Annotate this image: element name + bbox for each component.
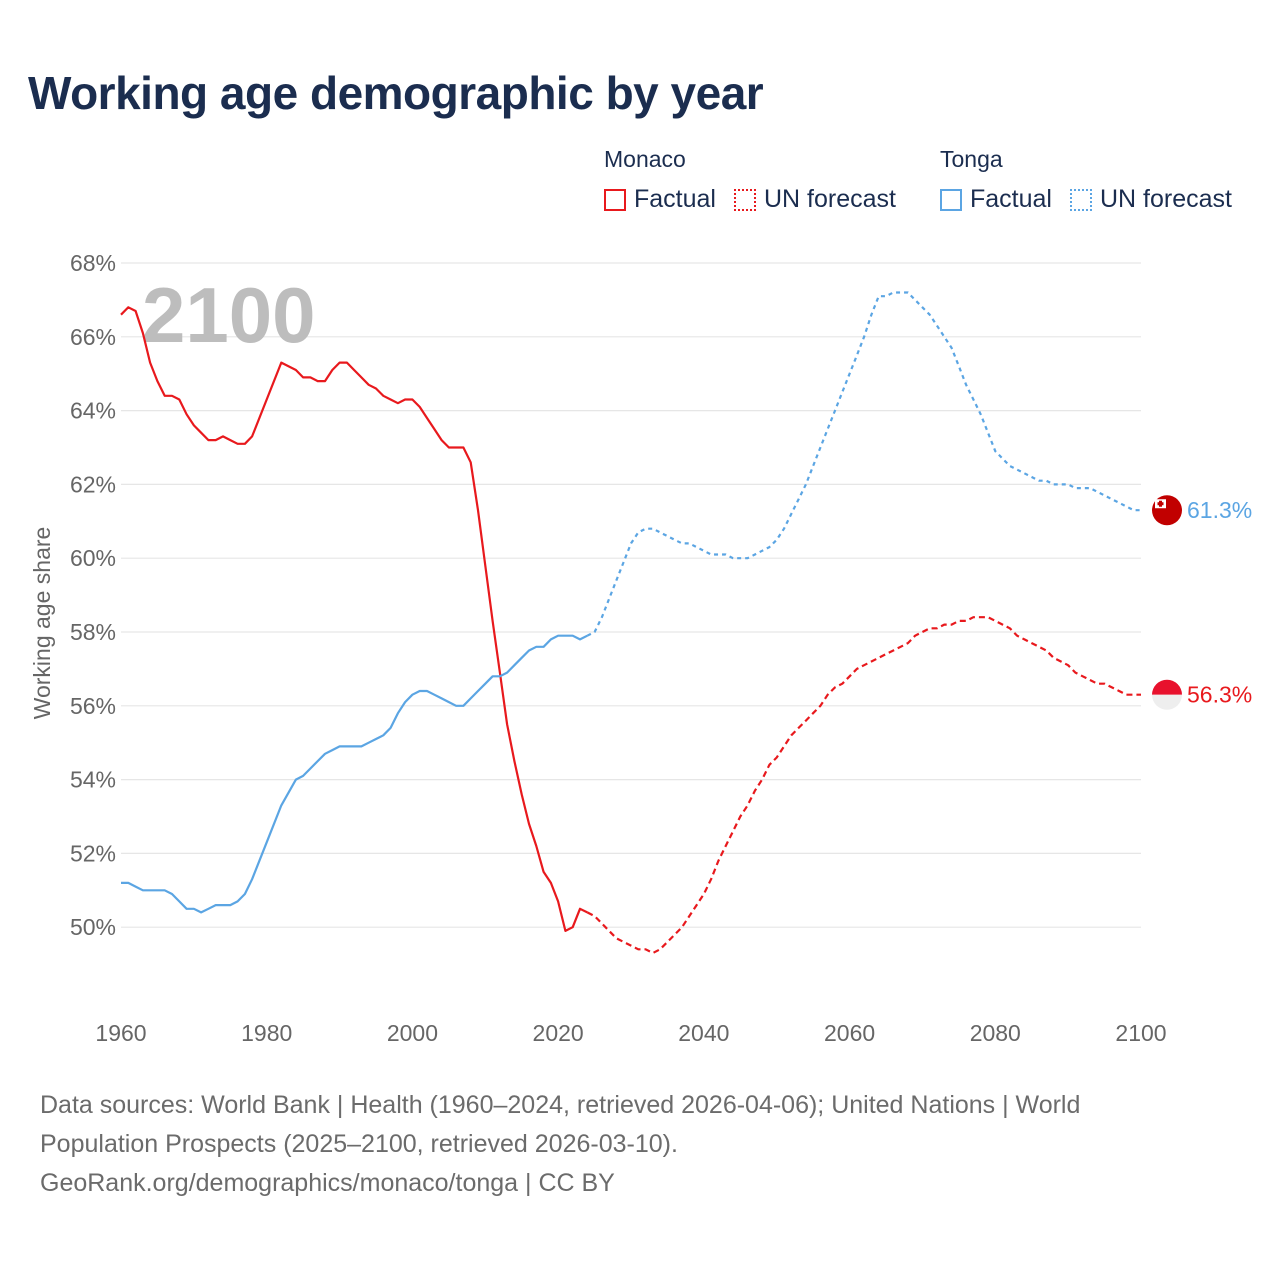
- end-label-tonga: 61.3%: [1187, 497, 1252, 523]
- legend-label-monaco-forecast: UN forecast: [763, 185, 896, 213]
- footer-sources-line1: Data sources: World Bank | Health (1960–…: [40, 1091, 1081, 1119]
- series-lines: [120, 291, 1141, 955]
- flag-tonga-icon: [1152, 495, 1182, 526]
- series-line-monaco-factual: [120, 306, 588, 933]
- x-tick-label: 1980: [241, 1020, 292, 1046]
- y-tick-label: 56%: [70, 693, 116, 719]
- gridlines: [121, 262, 1141, 928]
- series-line-tonga-factual: [121, 634, 588, 914]
- y-tick-label: 68%: [70, 250, 116, 276]
- y-axis-ticks: 50% 52% 54% 56% 58% 60% 62% 64% 66% 68%: [70, 250, 116, 940]
- x-axis-ticks: 1960 1980 2000 2020 2040 2060 2080 2100: [95, 1020, 1166, 1046]
- legend-swatch-monaco-forecast: [733, 188, 756, 211]
- x-tick-label: 2080: [970, 1020, 1021, 1046]
- legend-label-monaco-factual: Factual: [634, 185, 716, 213]
- x-tick-label: 1960: [95, 1020, 146, 1046]
- x-tick-label: 2000: [387, 1020, 438, 1046]
- flag-monaco-icon: [1152, 679, 1182, 710]
- footer: Data sources: World Bank | Health (1960–…: [40, 1086, 1240, 1203]
- year-watermark: 2100: [142, 271, 316, 359]
- footer-credit[interactable]: GeoRank.org/demographics/monaco/tonga | …: [40, 1169, 615, 1197]
- legend-label-tonga-factual: Factual: [970, 185, 1052, 213]
- legend-swatch-tonga-forecast: [1069, 188, 1092, 211]
- y-tick-label: 50%: [70, 914, 116, 940]
- y-tick-label: 58%: [70, 619, 116, 645]
- legend-country-monaco: Monaco: [604, 146, 686, 172]
- series-line-tonga-forecast: [586, 291, 1141, 637]
- x-tick-label: 2040: [678, 1020, 729, 1046]
- legend-group-monaco: Monaco Factual UN forecast: [604, 146, 896, 214]
- legend-swatch-monaco-factual: [604, 188, 626, 211]
- y-tick-label: 54%: [70, 767, 116, 793]
- end-label-monaco: 56.3%: [1187, 682, 1252, 708]
- line-chart: 50% 52% 54% 56% 58% 60% 62% 64% 66% 68% 1960 1980 2…: [29, 250, 1252, 1046]
- y-tick-label: 64%: [70, 398, 116, 424]
- legend-item-tonga-factual[interactable]: Factual: [940, 185, 1052, 214]
- legend-item-monaco-forecast[interactable]: UN forecast: [733, 185, 896, 214]
- end-markers: 56.3% 61.3%: [1152, 495, 1252, 710]
- x-tick-label: 2020: [533, 1020, 584, 1046]
- footer-sources-line2: Population Prospects (2025–2100, retriev…: [40, 1130, 678, 1158]
- chart-title: Working age demographic by year: [28, 67, 764, 119]
- x-tick-label: 2060: [824, 1020, 875, 1046]
- legend-group-tonga: Tonga Factual UN forecast: [940, 146, 1232, 214]
- y-tick-label: 62%: [70, 471, 116, 497]
- series-line-monaco-forecast: [586, 616, 1141, 955]
- legend-country-tonga: Tonga: [940, 146, 1003, 172]
- y-tick-label: 60%: [70, 545, 116, 571]
- legend-item-tonga-forecast[interactable]: UN forecast: [1069, 185, 1232, 214]
- y-axis-label: Working age share: [29, 527, 55, 720]
- y-tick-label: 52%: [70, 840, 116, 866]
- legend-item-monaco-factual[interactable]: Factual: [604, 185, 716, 214]
- x-tick-label: 2100: [1115, 1020, 1166, 1046]
- legend-label-tonga-forecast: UN forecast: [1099, 185, 1232, 213]
- legend-swatch-tonga-factual: [940, 188, 962, 211]
- y-tick-label: 66%: [70, 324, 116, 350]
